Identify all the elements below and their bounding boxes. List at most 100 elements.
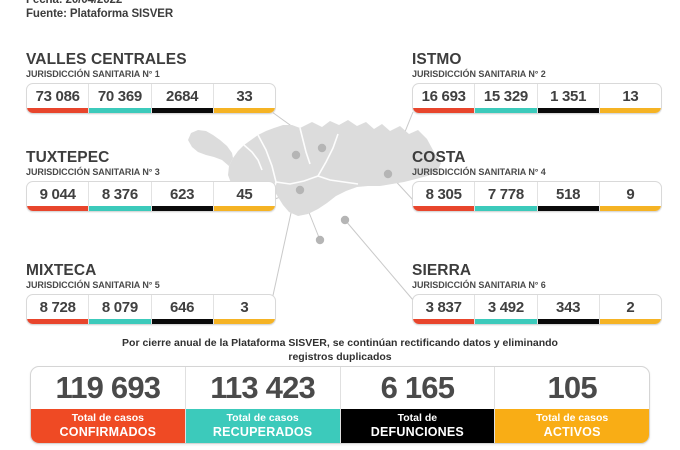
active-color-underline: [599, 108, 661, 114]
confirmed-color-underline: [413, 206, 475, 212]
stat-cell-recovered: 70 369: [89, 84, 152, 114]
active-color-underline: [599, 319, 661, 325]
totals-summary-bar: 119 693 Total de casos CONFIRMADOS 113 4…: [30, 366, 650, 444]
jurisdiction-subtitle: JURISDICCIÓN SANITARIA N° 5: [26, 280, 160, 291]
stat-cell-active: 13: [599, 84, 661, 114]
jurisdiction-name: SIERRA: [412, 262, 472, 279]
jurisdiction-card-mixteca: MIXTECA JURISDICCIÓN SANITARIA N° 5 8 72…: [26, 262, 276, 326]
deaths-color-underline: [151, 319, 213, 325]
confirmed-color-underline: [413, 108, 475, 114]
stat-cell-confirmed: 8 728: [27, 295, 90, 325]
stat-value-confirmed: 8 728: [39, 299, 76, 317]
stat-value-deaths: 623: [170, 186, 195, 204]
jurisdiction-stat-bar: 9 044 8 376 623 45: [26, 181, 276, 213]
confirmed-color-underline: [27, 319, 89, 325]
jurisdiction-card-valles-centrales: VALLES CENTRALES JURISDICCIÓN SANITARIA …: [26, 51, 276, 115]
jurisdiction-card-istmo: ISTMO JURISDICCIÓN SANITARIA N° 2 16 693…: [412, 51, 662, 115]
stat-cell-recovered: 8 376: [89, 182, 152, 212]
jurisdiction-subtitle: JURISDICCIÓN SANITARIA N° 6: [412, 280, 546, 291]
footnote: Por cierre anual de la Plataforma SISVER…: [0, 336, 680, 364]
jurisdiction-stat-bar: 8 728 8 079 646 3: [26, 294, 276, 326]
active-color-underline: [599, 206, 661, 212]
jurisdiction-stat-bar: 8 305 7 778 518 9: [412, 181, 662, 213]
stat-cell-active: 33: [213, 84, 275, 114]
stat-cell-recovered: 3 492: [475, 295, 538, 325]
stat-value-active: 3: [240, 299, 249, 317]
confirmed-color-underline: [27, 206, 89, 212]
total-value: 119 693: [55, 369, 162, 405]
stat-cell-deaths: 518: [537, 182, 600, 212]
deaths-color-underline: [151, 108, 213, 114]
stat-cell-deaths: 1 351: [537, 84, 600, 114]
jurisdiction-stat-bar: 16 693 15 329 1 351 13: [412, 83, 662, 115]
stat-value-recovered: 3 492: [487, 299, 524, 317]
jurisdiction-name: COSTA: [412, 149, 466, 166]
active-color-underline: [213, 108, 275, 114]
stat-cell-active: 9: [599, 182, 661, 212]
deaths-color-underline: [537, 108, 599, 114]
jurisdiction-card-costa: COSTA JURISDICCIÓN SANITARIA N° 4 8 305 …: [412, 149, 662, 213]
stat-cell-deaths: 646: [151, 295, 214, 325]
total-label-bottom: RECUPERADOS: [212, 424, 313, 439]
confirmed-color-underline: [27, 108, 89, 114]
active-color-underline: [213, 206, 275, 212]
stat-value-recovered: 7 778: [487, 186, 524, 204]
total-card-activos: 105 Total de casos ACTIVOS: [495, 367, 649, 443]
total-label-top: Total de casos: [71, 412, 144, 425]
stat-cell-recovered: 7 778: [475, 182, 538, 212]
jurisdiction-stat-bar: 73 086 70 369 2684 33: [26, 83, 276, 115]
stat-value-active: 33: [236, 88, 253, 106]
recovered-color-underline: [89, 108, 151, 114]
jurisdiction-name: VALLES CENTRALES: [26, 51, 187, 68]
jurisdiction-subtitle: JURISDICCIÓN SANITARIA N° 1: [26, 69, 160, 80]
stat-cell-active: 3: [213, 295, 275, 325]
jurisdiction-subtitle: JURISDICCIÓN SANITARIA N° 4: [412, 167, 546, 178]
stat-value-confirmed: 16 693: [421, 88, 466, 106]
connector-lines: [271, 111, 414, 301]
stat-cell-recovered: 15 329: [475, 84, 538, 114]
stat-value-recovered: 8 376: [101, 186, 138, 204]
stat-cell-active: 2: [599, 295, 661, 325]
recovered-color-underline: [475, 108, 537, 114]
deaths-color-underline: [537, 319, 599, 325]
confirmed-color-underline: [413, 319, 475, 325]
stat-cell-confirmed: 3 837: [413, 295, 476, 325]
stat-cell-recovered: 8 079: [89, 295, 152, 325]
stat-value-confirmed: 73 086: [35, 88, 80, 106]
jurisdiction-subtitle: JURISDICCIÓN SANITARIA N° 3: [26, 167, 160, 178]
total-label-top: Total de casos: [226, 412, 299, 425]
recovered-color-underline: [89, 319, 151, 325]
jurisdiction-name: ISTMO: [412, 51, 462, 68]
stat-value-confirmed: 3 837: [425, 299, 462, 317]
total-card-defunciones: 6 165 Total de DEFUNCIONES: [340, 367, 496, 443]
stat-cell-deaths: 623: [151, 182, 214, 212]
stat-value-recovered: 70 369: [97, 88, 142, 106]
stat-cell-confirmed: 8 305: [413, 182, 476, 212]
total-card-confirmados: 119 693 Total de casos CONFIRMADOS: [31, 367, 186, 443]
map-markers: [291, 143, 393, 245]
stat-value-deaths: 2684: [166, 88, 199, 106]
total-value: 105: [547, 369, 597, 405]
jurisdiction-name: MIXTECA: [26, 262, 97, 279]
jurisdiction-card-tuxtepec: TUXTEPEC JURISDICCIÓN SANITARIA N° 3 9 0…: [26, 149, 276, 213]
total-label: Total de DEFUNCIONES: [340, 409, 495, 443]
total-label-bottom: DEFUNCIONES: [370, 424, 464, 439]
stat-value-confirmed: 9 044: [39, 186, 76, 204]
total-value: 113 423: [210, 369, 316, 405]
total-label: Total de casos CONFIRMADOS: [31, 409, 185, 443]
stat-cell-confirmed: 73 086: [27, 84, 90, 114]
recovered-color-underline: [475, 206, 537, 212]
total-label: Total de casos ACTIVOS: [495, 409, 649, 443]
total-label-bottom: ACTIVOS: [543, 424, 601, 439]
footnote-line-2: eliminando registros duplicados: [288, 337, 558, 364]
active-color-underline: [213, 319, 275, 325]
stat-value-active: 13: [622, 88, 639, 106]
stat-value-deaths: 1 351: [550, 88, 587, 106]
stat-cell-active: 45: [213, 182, 275, 212]
deaths-color-underline: [151, 206, 213, 212]
total-label-bottom: CONFIRMADOS: [59, 424, 157, 439]
report-date: Fecha: 20/04/2022: [26, 0, 123, 6]
jurisdiction-stat-bar: 3 837 3 492 343 2: [412, 294, 662, 326]
stat-value-active: 45: [236, 186, 253, 204]
jurisdiction-name: TUXTEPEC: [26, 149, 110, 166]
